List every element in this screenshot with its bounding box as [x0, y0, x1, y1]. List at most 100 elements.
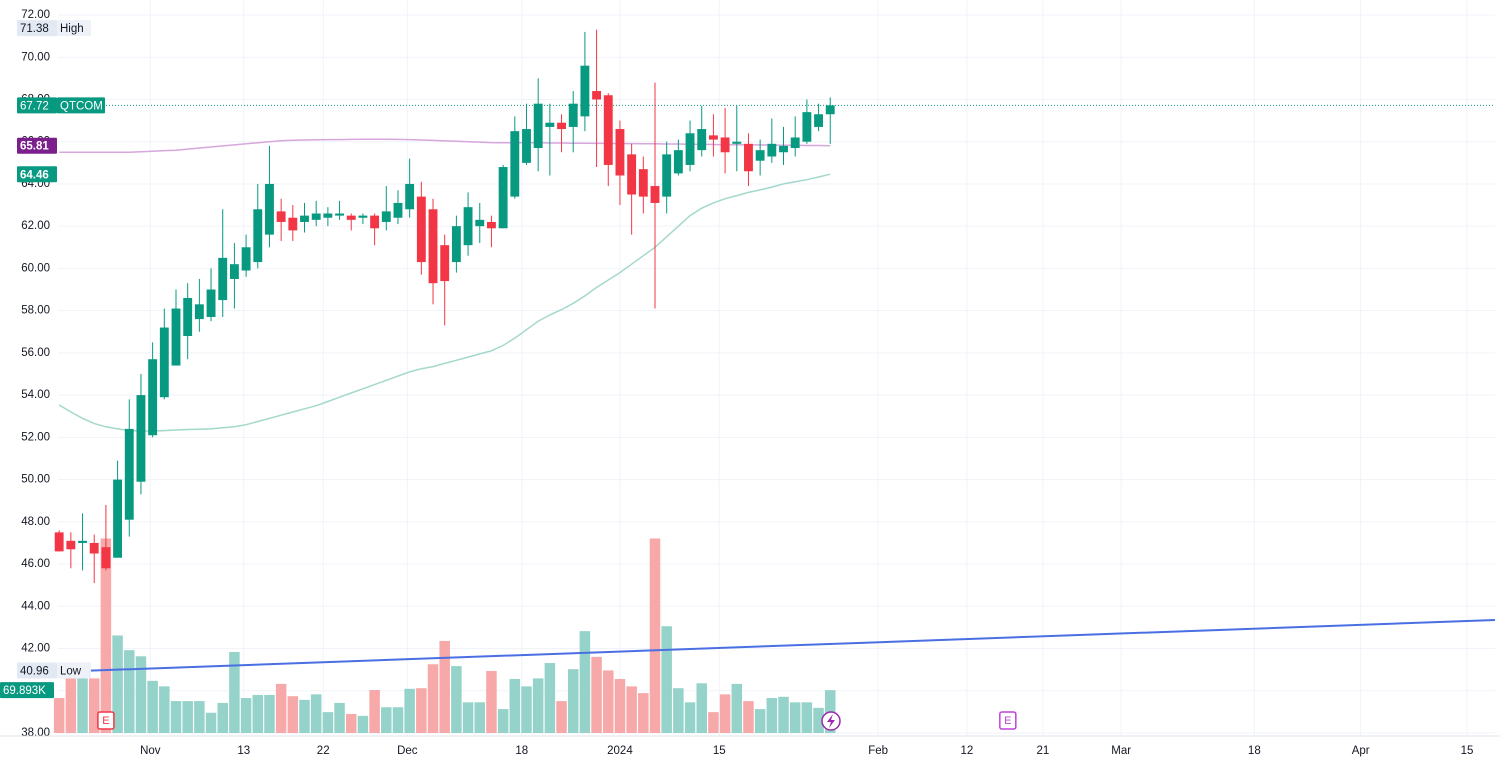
volume-bar [427, 664, 439, 733]
candle-body [638, 169, 648, 197]
volume-bar [229, 651, 240, 733]
volume-bar [345, 713, 357, 733]
candle-body [708, 135, 718, 140]
event-marker [999, 711, 1017, 730]
candle-body [428, 209, 438, 284]
x-tick-label: 2024 [607, 745, 633, 757]
volume-bar [579, 631, 591, 733]
candle-body [276, 211, 286, 222]
volume-bar [591, 656, 602, 733]
event-marker [97, 711, 115, 730]
candle-body [381, 211, 391, 222]
volume-bar [719, 694, 731, 733]
x-tick-label: 18 [515, 745, 528, 757]
candle-body [825, 105, 835, 115]
volume-bar [497, 709, 509, 733]
volume-bar [661, 626, 672, 733]
candle-body [662, 154, 672, 197]
range-value-label: 40.96 [20, 666, 49, 678]
candle-body [592, 91, 602, 100]
volume-bar [357, 715, 369, 733]
volume-bar [381, 707, 392, 733]
candle-body [78, 540, 87, 543]
volume-bar [252, 694, 264, 733]
candle-body [171, 308, 181, 366]
x-tick-label: 15 [713, 745, 726, 757]
candle-body [790, 137, 800, 149]
volume-bar [544, 663, 556, 733]
x-tick-label: 18 [1248, 745, 1261, 757]
range-name-label-box [57, 20, 91, 37]
range-name-label-box [57, 662, 91, 679]
volume-bar [603, 670, 614, 733]
volume-bar [743, 701, 754, 733]
volume-bar [567, 669, 579, 733]
candle-body [767, 143, 777, 157]
x-tick-label: 13 [237, 745, 250, 757]
range-value-label-box [17, 662, 57, 679]
candle-body [66, 540, 76, 550]
y-tick-label: 62.00 [21, 220, 50, 232]
volume-label: 69.893K [3, 685, 46, 697]
volume-bar [778, 696, 789, 733]
candle-body [370, 215, 380, 229]
range-name-label: High [60, 23, 84, 35]
volume-bar [532, 678, 544, 733]
indicator-value-label-box [17, 166, 57, 183]
volume-bar [53, 698, 65, 733]
candle-body [475, 219, 485, 227]
volume-bar [205, 712, 217, 733]
candle-body [498, 167, 508, 229]
volume-bar [299, 699, 310, 733]
y-tick-label: 38.00 [21, 727, 50, 739]
candle-body [697, 129, 707, 151]
volume-bar [813, 707, 824, 733]
volume-bar [708, 712, 719, 733]
candle-body [159, 327, 169, 398]
volume-bar [474, 702, 486, 733]
volume-pane [53, 538, 836, 733]
volume-bar [696, 683, 707, 733]
volume-bar [310, 694, 322, 733]
volume-bar [65, 678, 77, 733]
x-tick-label: 12 [961, 745, 974, 757]
volume-bar [194, 701, 205, 733]
candle-body [755, 150, 765, 161]
candle-body [580, 65, 590, 117]
candle-body [311, 213, 321, 220]
candle-body [405, 183, 415, 210]
y-tick-label: 58.00 [21, 305, 50, 317]
candle-body [814, 114, 823, 127]
y-tick-label: 72.00 [21, 9, 50, 21]
volume-bar [392, 707, 404, 733]
candle-body [89, 542, 99, 554]
candle-body [545, 122, 555, 127]
candle-body [451, 226, 461, 263]
candle-body [463, 207, 473, 246]
candle-body [148, 359, 158, 436]
range-value-label-box [17, 20, 57, 37]
last-price-label: 67.72 [20, 100, 49, 112]
volume-bar [124, 650, 135, 733]
candle-body [416, 196, 426, 263]
volume-bar [673, 688, 684, 733]
y-tick-label: 44.00 [21, 600, 50, 612]
candle-body [288, 217, 298, 231]
y-tick-label: 56.00 [21, 347, 50, 359]
candle-body [486, 221, 496, 229]
candles [54, 29, 835, 584]
event-label: E [1004, 715, 1011, 727]
candle-body [194, 304, 204, 320]
volume-bar [649, 538, 661, 733]
volume-bar [182, 701, 193, 733]
candle-body [241, 247, 251, 271]
volume-bar [766, 698, 778, 733]
last-price-label-box [17, 97, 57, 114]
candle-body [54, 532, 64, 552]
volume-bar [334, 702, 345, 733]
indicator-value-label-box [17, 137, 57, 154]
volume-bar [451, 666, 462, 733]
x-tick-label: Apr [1352, 745, 1370, 757]
volume-bar [112, 635, 123, 733]
